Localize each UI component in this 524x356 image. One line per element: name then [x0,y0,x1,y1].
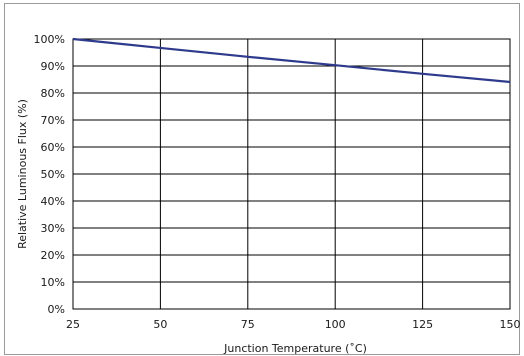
y-tick-label: 100% [34,33,65,46]
y-tick-labels: 0% 10% 20% 30% 40% 50% 60% 70% 80% 90% 100% [34,33,65,316]
y-tick-label: 50% [41,168,65,181]
plot-border [72,38,511,310]
series-layer [72,37,511,84]
x-tick-label: 75 [241,318,255,331]
y-tick-label: 90% [41,60,65,73]
y-tick-label: 10% [41,276,65,289]
x-tick-label: 100 [325,318,346,331]
x-tick-label: 50 [153,318,167,331]
y-tick-label: 40% [41,195,65,208]
y-tick-label: 70% [41,114,65,127]
y-tick-label: 30% [41,222,65,235]
x-tick-label: 150 [500,318,521,331]
series-line-0 [72,37,511,84]
y-tick-label: 80% [41,87,65,100]
y-tick-label: 0% [48,303,65,316]
grid [72,38,511,310]
x-tick-labels: 25 50 75 100 125 150 [66,318,521,331]
y-axis-title: Relative Luminous Flux (%) [16,99,29,249]
y-tick-label: 20% [41,249,65,262]
x-tick-label: 25 [66,318,80,331]
x-axis-title: Junction Temperature (˚C) [223,342,367,355]
chart-frame [4,3,520,355]
x-tick-label: 125 [412,318,433,331]
y-tick-label: 60% [41,141,65,154]
